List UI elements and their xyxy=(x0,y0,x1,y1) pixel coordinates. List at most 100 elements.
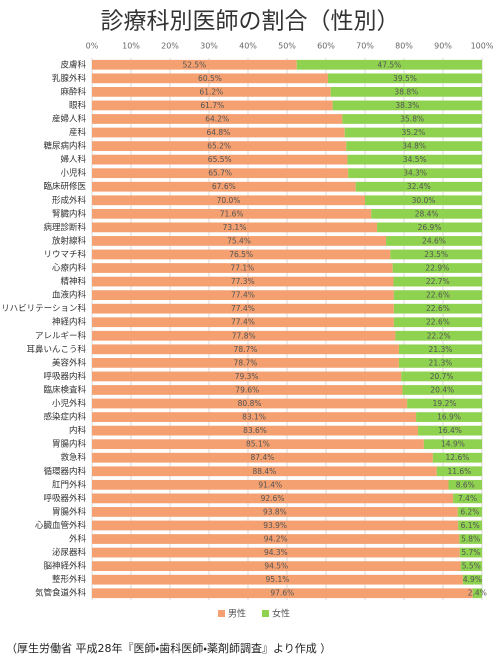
bar-segment xyxy=(377,222,482,233)
legend-label: 女性 xyxy=(272,608,290,620)
value-label: 78.7% xyxy=(234,345,258,354)
bar-segment xyxy=(459,534,482,544)
value-label: 22.6% xyxy=(426,291,450,300)
value-label: 70.0% xyxy=(217,196,241,205)
bar-segment xyxy=(457,507,482,517)
bar-segment xyxy=(92,385,403,395)
y-tick-label: 臨床検査科 xyxy=(43,384,86,395)
value-label: 2.4% xyxy=(468,589,487,598)
bar-segment xyxy=(398,344,482,355)
value-label: 22.2% xyxy=(427,331,451,340)
value-label: 79.6% xyxy=(235,385,259,394)
x-tick-label: 100% xyxy=(471,42,494,51)
value-label: 11.6% xyxy=(447,467,471,476)
y-tick-label: 腎臓内科 xyxy=(52,208,87,219)
y-tick-label: 呼吸器内科 xyxy=(43,371,86,382)
x-tick-label: 50% xyxy=(278,42,296,51)
bar-segment xyxy=(342,114,482,124)
bar-segment xyxy=(393,290,482,301)
value-label: 77.3% xyxy=(231,277,255,286)
value-label: 65.5% xyxy=(208,155,232,164)
y-tick-label: 小児科 xyxy=(60,168,86,179)
value-label: 67.6% xyxy=(212,182,236,191)
legend-label: 男性 xyxy=(228,608,246,620)
bar-segment xyxy=(386,236,482,246)
value-label: 93.8% xyxy=(263,507,287,516)
bar-segment xyxy=(92,290,394,301)
bar-segment xyxy=(460,561,482,572)
bar-segment xyxy=(92,520,459,531)
bar-segment xyxy=(92,168,349,179)
y-tick-label: 肛門外科 xyxy=(52,479,87,490)
y-tick-label: 放射線科 xyxy=(52,235,87,246)
bar-segment xyxy=(436,466,482,477)
bar-segment xyxy=(347,154,482,165)
y-tick-label: 神経内科 xyxy=(52,317,87,328)
bar-segment xyxy=(92,452,433,463)
bar-segment xyxy=(92,222,378,233)
value-label: 61.7% xyxy=(200,101,224,110)
value-label: 83.6% xyxy=(243,426,267,435)
bar-segment xyxy=(472,588,482,599)
bar-segment xyxy=(92,263,393,273)
bar-segment xyxy=(355,181,482,192)
y-tick-label: 産科 xyxy=(69,127,87,138)
bar-segment xyxy=(448,479,482,490)
value-label: 92.6% xyxy=(261,494,285,503)
value-label: 12.6% xyxy=(446,453,470,462)
bar-segment xyxy=(92,127,345,138)
x-tick-label: 30% xyxy=(200,42,218,51)
bar-segment xyxy=(423,439,482,450)
bar-segment xyxy=(92,73,328,84)
value-label: 35.2% xyxy=(401,128,425,137)
y-tick-label: 心臓血管外科 xyxy=(35,520,87,531)
bar-segment xyxy=(416,412,482,422)
bar-segment xyxy=(92,561,461,572)
y-tick-label: 麻酔科 xyxy=(60,86,86,97)
value-label: 77.4% xyxy=(231,318,255,327)
bar-segment xyxy=(92,493,454,504)
bar-segment xyxy=(92,195,365,206)
value-label: 85.1% xyxy=(246,440,270,449)
y-tick-label: 外科 xyxy=(69,534,87,545)
bar-segment xyxy=(458,520,482,531)
value-label: 77.4% xyxy=(231,304,255,313)
bar-segment xyxy=(92,330,396,341)
value-label: 65.7% xyxy=(208,169,232,178)
x-tick-label: 40% xyxy=(239,42,257,51)
bar-segment xyxy=(393,317,482,328)
value-label: 77.1% xyxy=(230,264,254,273)
bar-segment xyxy=(92,100,333,111)
y-tick-label: 心療内科 xyxy=(52,263,87,274)
value-label: 6.1% xyxy=(461,521,480,530)
value-label: 28.4% xyxy=(415,209,439,218)
value-label: 6.2% xyxy=(460,507,479,516)
x-tick-label: 60% xyxy=(317,42,335,51)
value-label: 34.8% xyxy=(402,142,426,151)
value-label: 76.5% xyxy=(229,250,253,259)
value-label: 73.1% xyxy=(223,223,247,232)
bar-segment xyxy=(92,317,394,328)
value-label: 88.4% xyxy=(252,467,276,476)
bar-segment xyxy=(92,507,458,517)
value-label: 16.9% xyxy=(437,413,461,422)
value-label: 20.7% xyxy=(430,372,454,381)
y-tick-label: 形成外科 xyxy=(52,195,87,206)
bar-segment xyxy=(453,493,482,504)
bar-segment xyxy=(92,588,473,599)
y-tick-label: 眼科 xyxy=(69,100,87,111)
value-label: 87.4% xyxy=(251,453,275,462)
bar-segment xyxy=(346,141,482,151)
value-label: 35.8% xyxy=(400,114,424,123)
value-label: 19.2% xyxy=(433,399,457,408)
y-tick-label: 小児外科 xyxy=(52,398,87,409)
chart-title: 診療科別医師の割合（性別） xyxy=(101,9,400,35)
y-tick-label: 救急科 xyxy=(60,452,86,463)
y-tick-label: 胃腸内科 xyxy=(52,439,87,450)
legend-swatch xyxy=(262,610,270,617)
x-tick-label: 70% xyxy=(356,42,374,51)
bar-segment xyxy=(92,344,399,355)
value-label: 4.9% xyxy=(463,575,482,584)
value-label: 22.9% xyxy=(425,264,449,273)
bar-segment xyxy=(407,398,482,409)
